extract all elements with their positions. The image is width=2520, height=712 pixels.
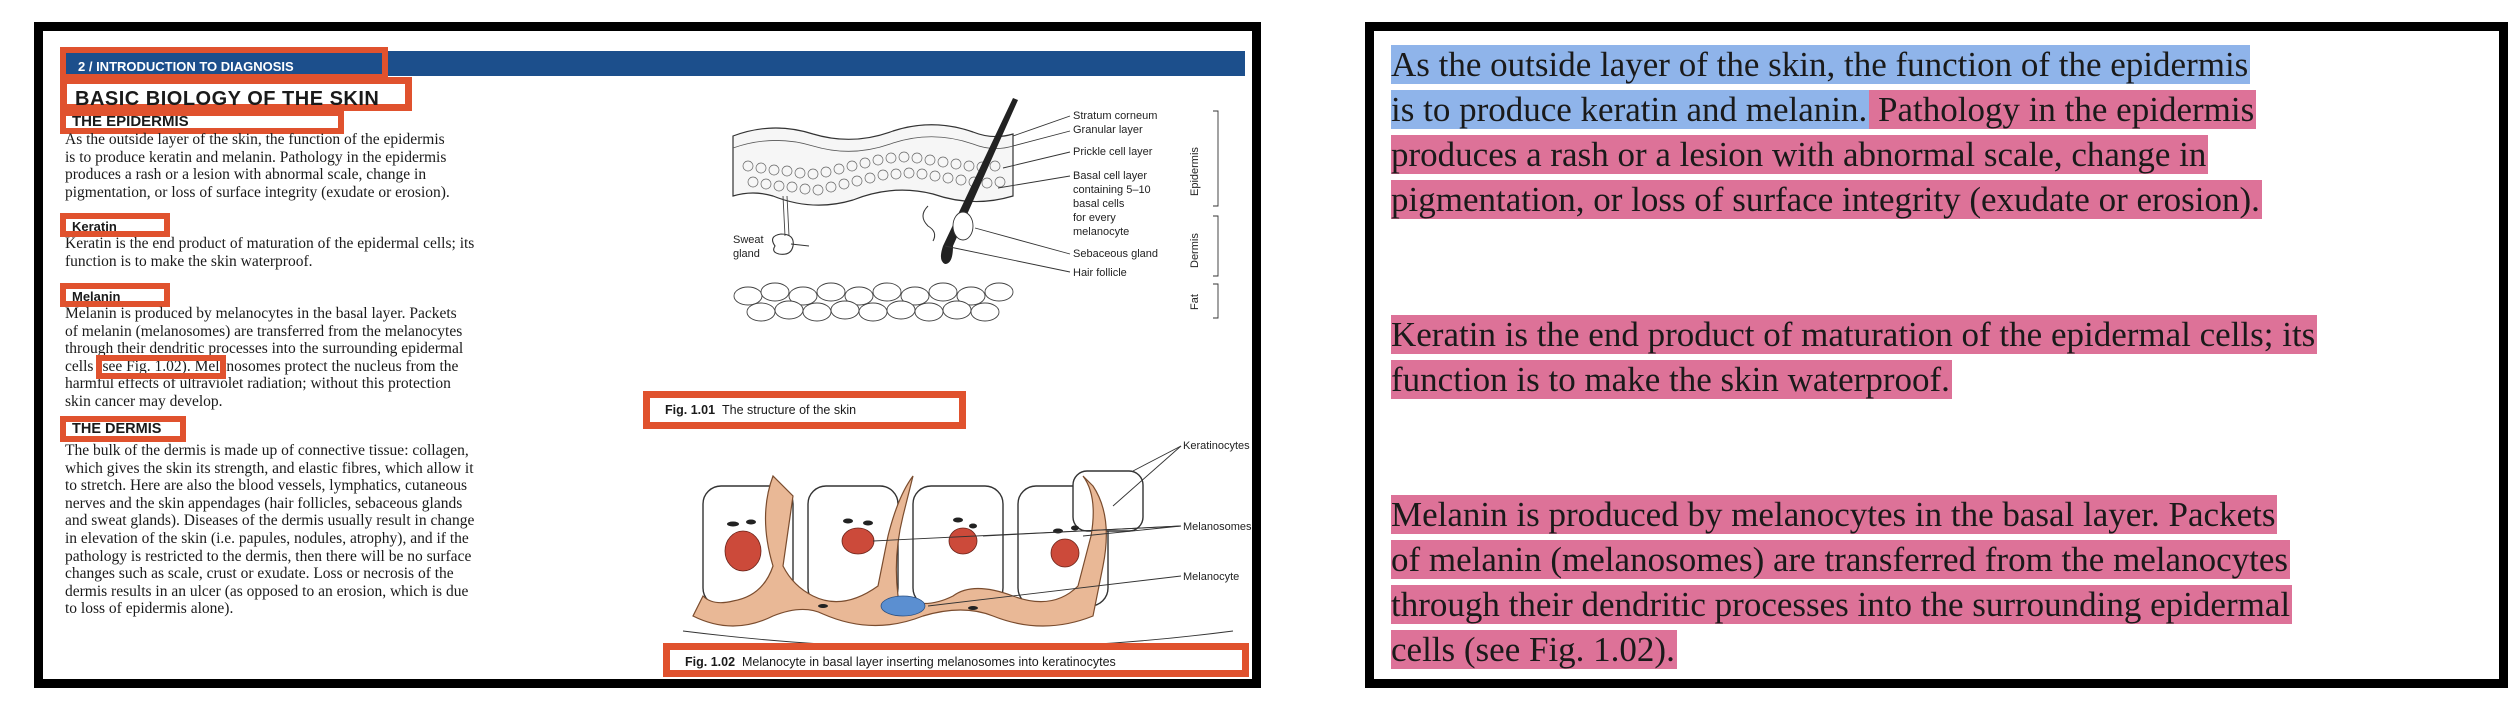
text-line: produces a rash or a lesion with abnorma… (65, 166, 427, 184)
label-basal-layer-5: melanocyte (1073, 226, 1129, 238)
text-line: through their dendritic processes into t… (65, 340, 464, 358)
text-line: Melanin is produced by melanocytes in th… (65, 305, 457, 322)
text-line: cells (see Fig. 1.02). Melanosomes prote… (65, 357, 459, 375)
text-line: The bulk of the dermis is made up of con… (65, 442, 469, 459)
text-line: and sweat glands). Diseases of the dermi… (65, 512, 475, 530)
highlight-span: through their dendritic processes into t… (1391, 585, 2293, 624)
text-line: skin cancer may develop. (65, 392, 223, 410)
highlight-span: produces a rash or a lesion with abnorma… (1391, 135, 2209, 174)
melanin-heading: Melanin (60, 283, 170, 307)
label-dermis: Dermis (1189, 233, 1201, 268)
epidermis-heading: THE EPIDERMIS (60, 110, 344, 134)
label-basal-layer-3: basal cells (1073, 198, 1125, 210)
highlight-span: of melanin (melanosomes) are transferred… (1391, 540, 2290, 579)
highlight-span: Keratin is the end product of maturation… (1391, 315, 2318, 354)
text-line: As the outside layer of the skin, the fu… (65, 131, 445, 148)
text-line: Keratin is the end product of maturation… (65, 235, 475, 252)
label-basal-layer-2: containing 5–10 (1073, 184, 1151, 196)
text-line: pigmentation, or loss of surface integri… (65, 183, 450, 201)
zoom-line: cells (see Fig. 1.02). (1391, 630, 1677, 670)
sebaceous-gland (952, 211, 974, 241)
sweat-gland (772, 233, 794, 255)
zoom-line: pigmentation, or loss of surface integri… (1391, 180, 2262, 220)
text-line: dermis results in an ulcer (as opposed t… (65, 582, 469, 600)
epidermis-layer (732, 124, 1014, 206)
label-epidermis: Epidermis (1189, 147, 1201, 196)
highlight-span: As the outside layer of the skin, the fu… (1391, 45, 2251, 84)
label-keratinocytes: Keratinocytes (1183, 440, 1250, 452)
zoom-line: As the outside layer of the skin, the fu… (1391, 45, 2251, 85)
figure-reference-box (96, 355, 226, 379)
highlight-span: Melanin is produced by melanocytes in th… (1391, 495, 2278, 534)
text-line: pathology is restricted to the dermis, t… (65, 547, 472, 565)
skin-structure-figure: Stratum corneum Granular layer Prickle c… (732, 98, 1219, 322)
zoom-line: through their dendritic processes into t… (1391, 585, 2293, 625)
melanocyte-nucleus (880, 595, 926, 617)
text-line: changes such as scale, crust or exudate.… (65, 565, 454, 583)
label-granular-layer: Granular layer (1073, 124, 1143, 136)
dermis-heading: THE DERMIS (60, 416, 186, 442)
label-stratum-corneum: Stratum corneum (1073, 110, 1157, 122)
caption-text: Melanocyte in basal layer inserting mela… (741, 655, 1116, 669)
melanosomes (724, 527, 1080, 572)
book-page-panel: 2 / INTRODUCTION TO DIAGNOSIS BASIC BIOL… (34, 22, 1261, 688)
label-basal-layer-4: for every (1073, 212, 1116, 224)
text-line: is to produce keratin and melanin. Patho… (65, 148, 447, 166)
zoom-line: produces a rash or a lesion with abnorma… (1391, 135, 2209, 175)
melanocyte-figure: Keratinocytes Melanosomes Melanocyte (682, 440, 1252, 649)
figure-1-02-caption: Fig. 1.02 Melanocyte in basal layer inse… (663, 643, 1249, 677)
label-fat: Fat (1189, 294, 1201, 310)
caption-text: The structure of the skin (721, 403, 857, 417)
label-sweat-gland-2: gland (733, 248, 760, 260)
melanocyte-body (692, 474, 1107, 627)
caption-number: Fig. 1.01 (665, 403, 716, 417)
zoom-line: is to produce keratin and melanin. Patho… (1391, 90, 2257, 130)
fat-layer (733, 282, 1014, 322)
highlight-span: is to produce keratin and melanin. (1391, 90, 1870, 129)
keratin-heading: Keratin (60, 213, 170, 237)
highlight-span: function is to make the skin waterproof. (1391, 360, 1952, 399)
caption-number: Fig. 1.02 (685, 655, 736, 669)
zoom-line: Melanin is produced by melanocytes in th… (1391, 495, 2278, 535)
dermis-paragraph: The bulk of the dermis is made up of con… (65, 442, 474, 618)
highlight-span: pigmentation, or loss of surface integri… (1391, 180, 2262, 219)
zoom-line: of melanin (melanosomes) are transferred… (1391, 540, 2290, 580)
label-sweat-gland: Sweat (733, 234, 764, 246)
highlight-span: Pathology in the epidermis (1869, 90, 2257, 129)
label-prickle-layer: Prickle cell layer (1073, 146, 1153, 158)
text-line: to loss of epidermis alone). (65, 600, 234, 618)
text-line: nerves and the skin appendages (hair fol… (65, 494, 463, 512)
text-line: harmful effects of ultraviolet radiation… (65, 375, 451, 393)
epidermis-paragraph: As the outside layer of the skin, the fu… (65, 131, 450, 201)
label-sebaceous-gland: Sebaceous gland (1073, 248, 1158, 260)
text-line: to stretch. Here are also the blood vess… (65, 477, 468, 495)
zoomed-text-panel: As the outside layer of the skin, the fu… (1365, 22, 2508, 688)
page-title: BASIC BIOLOGY OF THE SKIN (60, 77, 412, 111)
label-melanocyte: Melanocyte (1183, 571, 1239, 583)
text-line: which gives the skin its strength, and e… (65, 459, 474, 477)
text-line: in elevation of the skin (i.e. papules, … (65, 529, 469, 547)
label-basal-layer: Basal cell layer (1073, 170, 1147, 182)
melanin-paragraph: Melanin is produced by melanocytes in th… (65, 305, 463, 411)
zoom-line: function is to make the skin waterproof. (1391, 360, 1952, 400)
label-melanosomes: Melanosomes (1183, 521, 1252, 533)
keratin-paragraph: Keratin is the end product of maturation… (65, 235, 474, 270)
text-line: of melanin (melanosomes) are transferred… (65, 322, 463, 340)
label-hair-follicle: Hair follicle (1073, 267, 1127, 279)
zoom-line: Keratin is the end product of maturation… (1391, 315, 2318, 355)
figure-1-01-caption: Fig. 1.01 The structure of the skin (643, 391, 966, 429)
text-line: function is to make the skin waterproof. (65, 252, 313, 270)
highlight-span: cells (see Fig. 1.02). (1391, 630, 1677, 669)
chapter-label: 2 / INTRODUCTION TO DIAGNOSIS (60, 47, 388, 80)
